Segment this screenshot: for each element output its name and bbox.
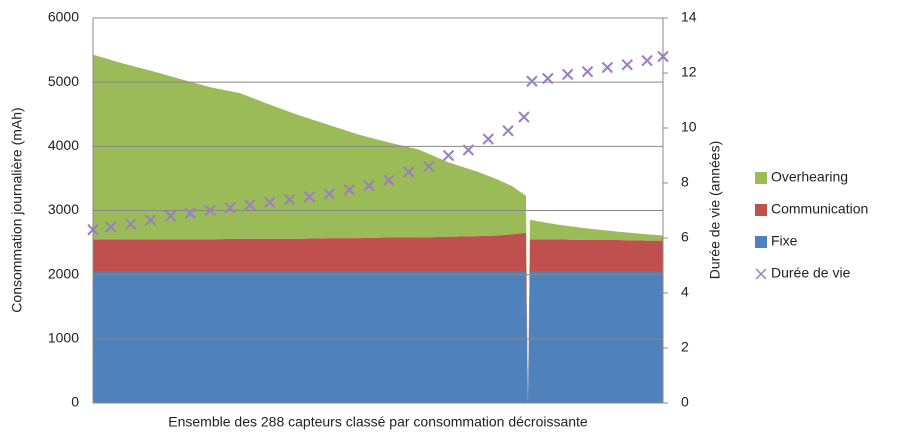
y2-tick-label: 4 xyxy=(681,284,689,300)
y2-tick-label: 2 xyxy=(681,339,689,355)
marker xyxy=(323,188,336,200)
marker xyxy=(204,204,216,217)
legend-swatch xyxy=(755,204,767,216)
y-tick-label: 3000 xyxy=(48,201,79,217)
marker xyxy=(363,180,375,192)
marker xyxy=(442,149,455,162)
marker xyxy=(303,191,316,203)
legend-label: Overhearing xyxy=(771,169,848,185)
y2-tick-label: 14 xyxy=(681,9,697,25)
marker xyxy=(264,196,276,208)
marker xyxy=(343,184,355,196)
marker xyxy=(244,199,256,211)
marker xyxy=(383,174,395,186)
y2-tick-label: 8 xyxy=(681,174,689,190)
marker xyxy=(224,202,236,214)
legend-label: Communication xyxy=(771,201,868,217)
marker xyxy=(482,133,494,145)
y-tick-label: 6000 xyxy=(48,9,79,25)
y-tick-label: 2000 xyxy=(48,265,79,281)
y2-tick-label: 10 xyxy=(681,119,697,135)
area xyxy=(93,232,663,403)
marker xyxy=(184,207,197,219)
y-axis-label: Consommation journalière (mAh) xyxy=(9,107,25,312)
marker xyxy=(144,214,157,226)
marker xyxy=(561,68,574,81)
legend-swatch xyxy=(755,236,767,248)
marker xyxy=(283,193,296,206)
marker xyxy=(641,54,653,67)
area xyxy=(93,271,663,403)
marker xyxy=(526,75,538,87)
marker xyxy=(462,144,475,156)
y2-axis-label: Durée de vie (années) xyxy=(707,141,723,280)
marker xyxy=(164,210,177,222)
y2-tick-label: 6 xyxy=(681,229,689,245)
marker xyxy=(125,218,137,230)
marker xyxy=(403,166,415,178)
marker xyxy=(542,72,554,85)
area xyxy=(93,54,663,403)
legend-swatch xyxy=(755,172,767,184)
marker xyxy=(502,125,514,137)
marker xyxy=(518,111,530,123)
marker xyxy=(621,59,633,71)
y2-tick-label: 0 xyxy=(681,394,689,410)
marker xyxy=(422,160,435,173)
legend-label: Durée de vie xyxy=(771,265,851,281)
y-tick-label: 5000 xyxy=(48,73,79,89)
x-axis-label: Ensemble des 288 capteurs classé par con… xyxy=(168,414,588,430)
y-tick-label: 4000 xyxy=(48,137,79,153)
legend-label: Fixe xyxy=(771,233,798,249)
marker xyxy=(581,65,594,78)
marker xyxy=(105,221,117,233)
y2-tick-label: 12 xyxy=(681,64,697,80)
y-tick-label: 0 xyxy=(71,394,79,410)
marker xyxy=(601,61,614,74)
y-tick-label: 1000 xyxy=(48,330,79,346)
legend-marker xyxy=(755,268,767,280)
